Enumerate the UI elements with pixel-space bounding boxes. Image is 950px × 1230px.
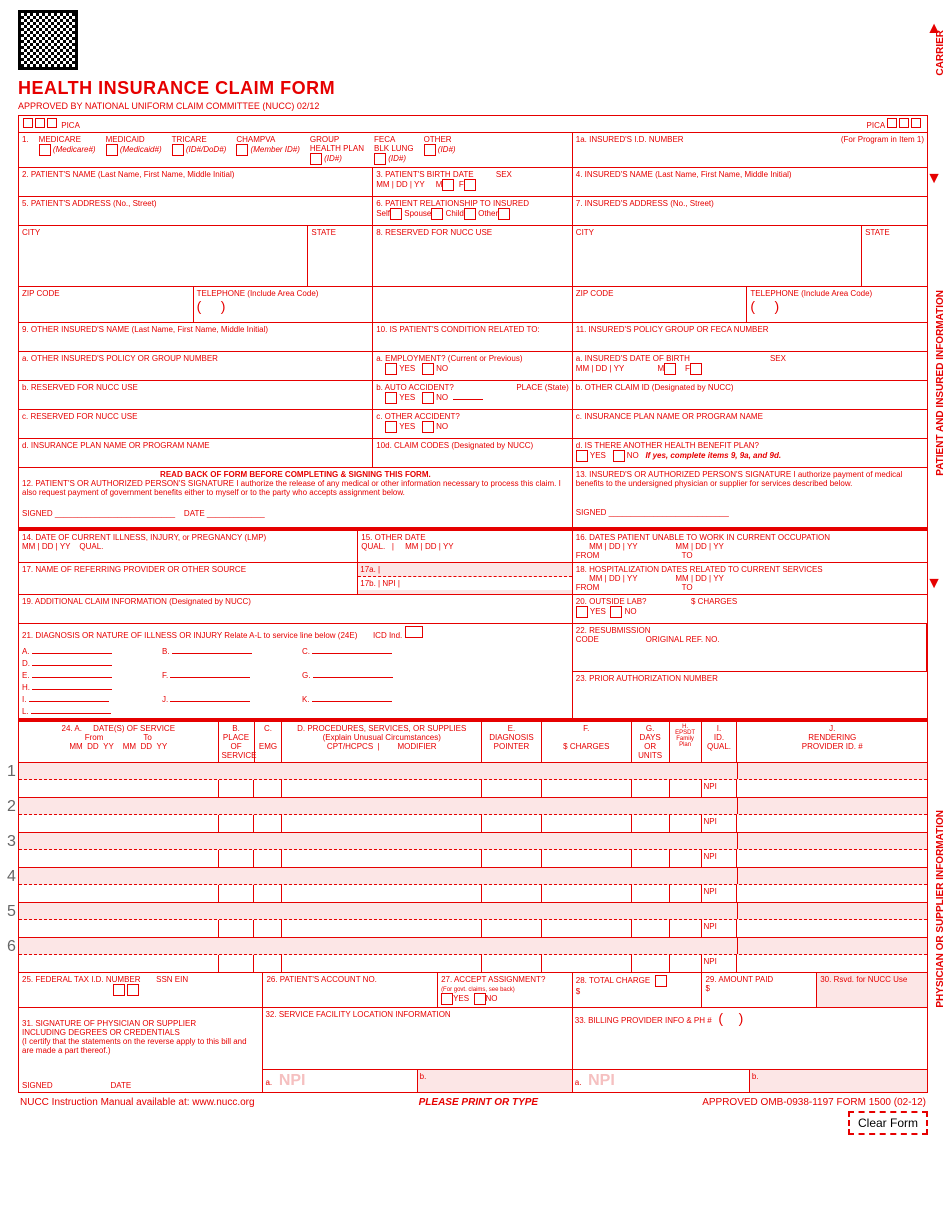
group-checkbox[interactable] — [310, 153, 322, 165]
emp-no[interactable] — [422, 363, 434, 375]
sex-f-checkbox[interactable] — [464, 179, 476, 191]
auto-no[interactable] — [422, 392, 434, 404]
ein-checkbox[interactable] — [127, 984, 139, 996]
rel-spouse-checkbox[interactable] — [431, 208, 443, 220]
other-acc-yes[interactable] — [385, 421, 397, 433]
feca-checkbox[interactable] — [374, 153, 386, 165]
other-checkbox[interactable] — [424, 144, 436, 156]
footer-left: NUCC Instruction Manual available at: ww… — [20, 1097, 255, 1108]
pica-row: PICA PICA — [18, 115, 928, 133]
ssn-checkbox[interactable] — [113, 984, 125, 996]
emp-yes[interactable] — [385, 363, 397, 375]
other-acc-no[interactable] — [422, 421, 434, 433]
medicaid-checkbox[interactable] — [106, 144, 118, 156]
other-plan-yes[interactable] — [576, 450, 588, 462]
champva-checkbox[interactable] — [236, 144, 248, 156]
rel-child-checkbox[interactable] — [464, 208, 476, 220]
rel-self-checkbox[interactable] — [390, 208, 402, 220]
medicare-checkbox[interactable] — [39, 144, 51, 156]
patient-address-field[interactable]: 5. PATIENT'S ADDRESS (No., Street) — [19, 197, 373, 225]
assign-yes[interactable] — [441, 993, 453, 1005]
other-plan-no[interactable] — [613, 450, 625, 462]
qr-code — [18, 10, 78, 70]
ins-sex-f[interactable] — [690, 363, 702, 375]
insured-name-field[interactable]: 4. INSURED'S NAME (Last Name, First Name… — [573, 168, 927, 196]
lab-no[interactable] — [610, 606, 622, 618]
total-box — [655, 975, 667, 987]
tricare-checkbox[interactable] — [172, 144, 184, 156]
physician-section-label: PHYSICIAN OR SUPPLIER INFORMATION — [935, 810, 946, 1008]
assign-no[interactable] — [474, 993, 486, 1005]
rel-other-checkbox[interactable] — [498, 208, 510, 220]
patient-section-label: PATIENT AND INSURED INFORMATION — [935, 290, 946, 476]
form-subtitle: APPROVED BY NATIONAL UNIFORM CLAIM COMMI… — [18, 101, 928, 111]
ins-sex-m[interactable] — [664, 363, 676, 375]
form-title: HEALTH INSURANCE CLAIM FORM — [18, 78, 928, 99]
auto-yes[interactable] — [385, 392, 397, 404]
footer-right: APPROVED OMB-0938-1197 FORM 1500 (02-12) — [702, 1097, 926, 1108]
insured-address-field[interactable]: 7. INSURED'S ADDRESS (No., Street) — [573, 197, 927, 225]
footer-center: PLEASE PRINT OR TYPE — [419, 1097, 538, 1108]
sex-m-checkbox[interactable] — [442, 179, 454, 191]
patient-name-field[interactable]: 2. PATIENT'S NAME (Last Name, First Name… — [19, 168, 373, 196]
carrier-label: CARRIER — [935, 30, 946, 76]
lab-yes[interactable] — [576, 606, 588, 618]
clear-form-button[interactable]: Clear Form — [848, 1111, 928, 1135]
